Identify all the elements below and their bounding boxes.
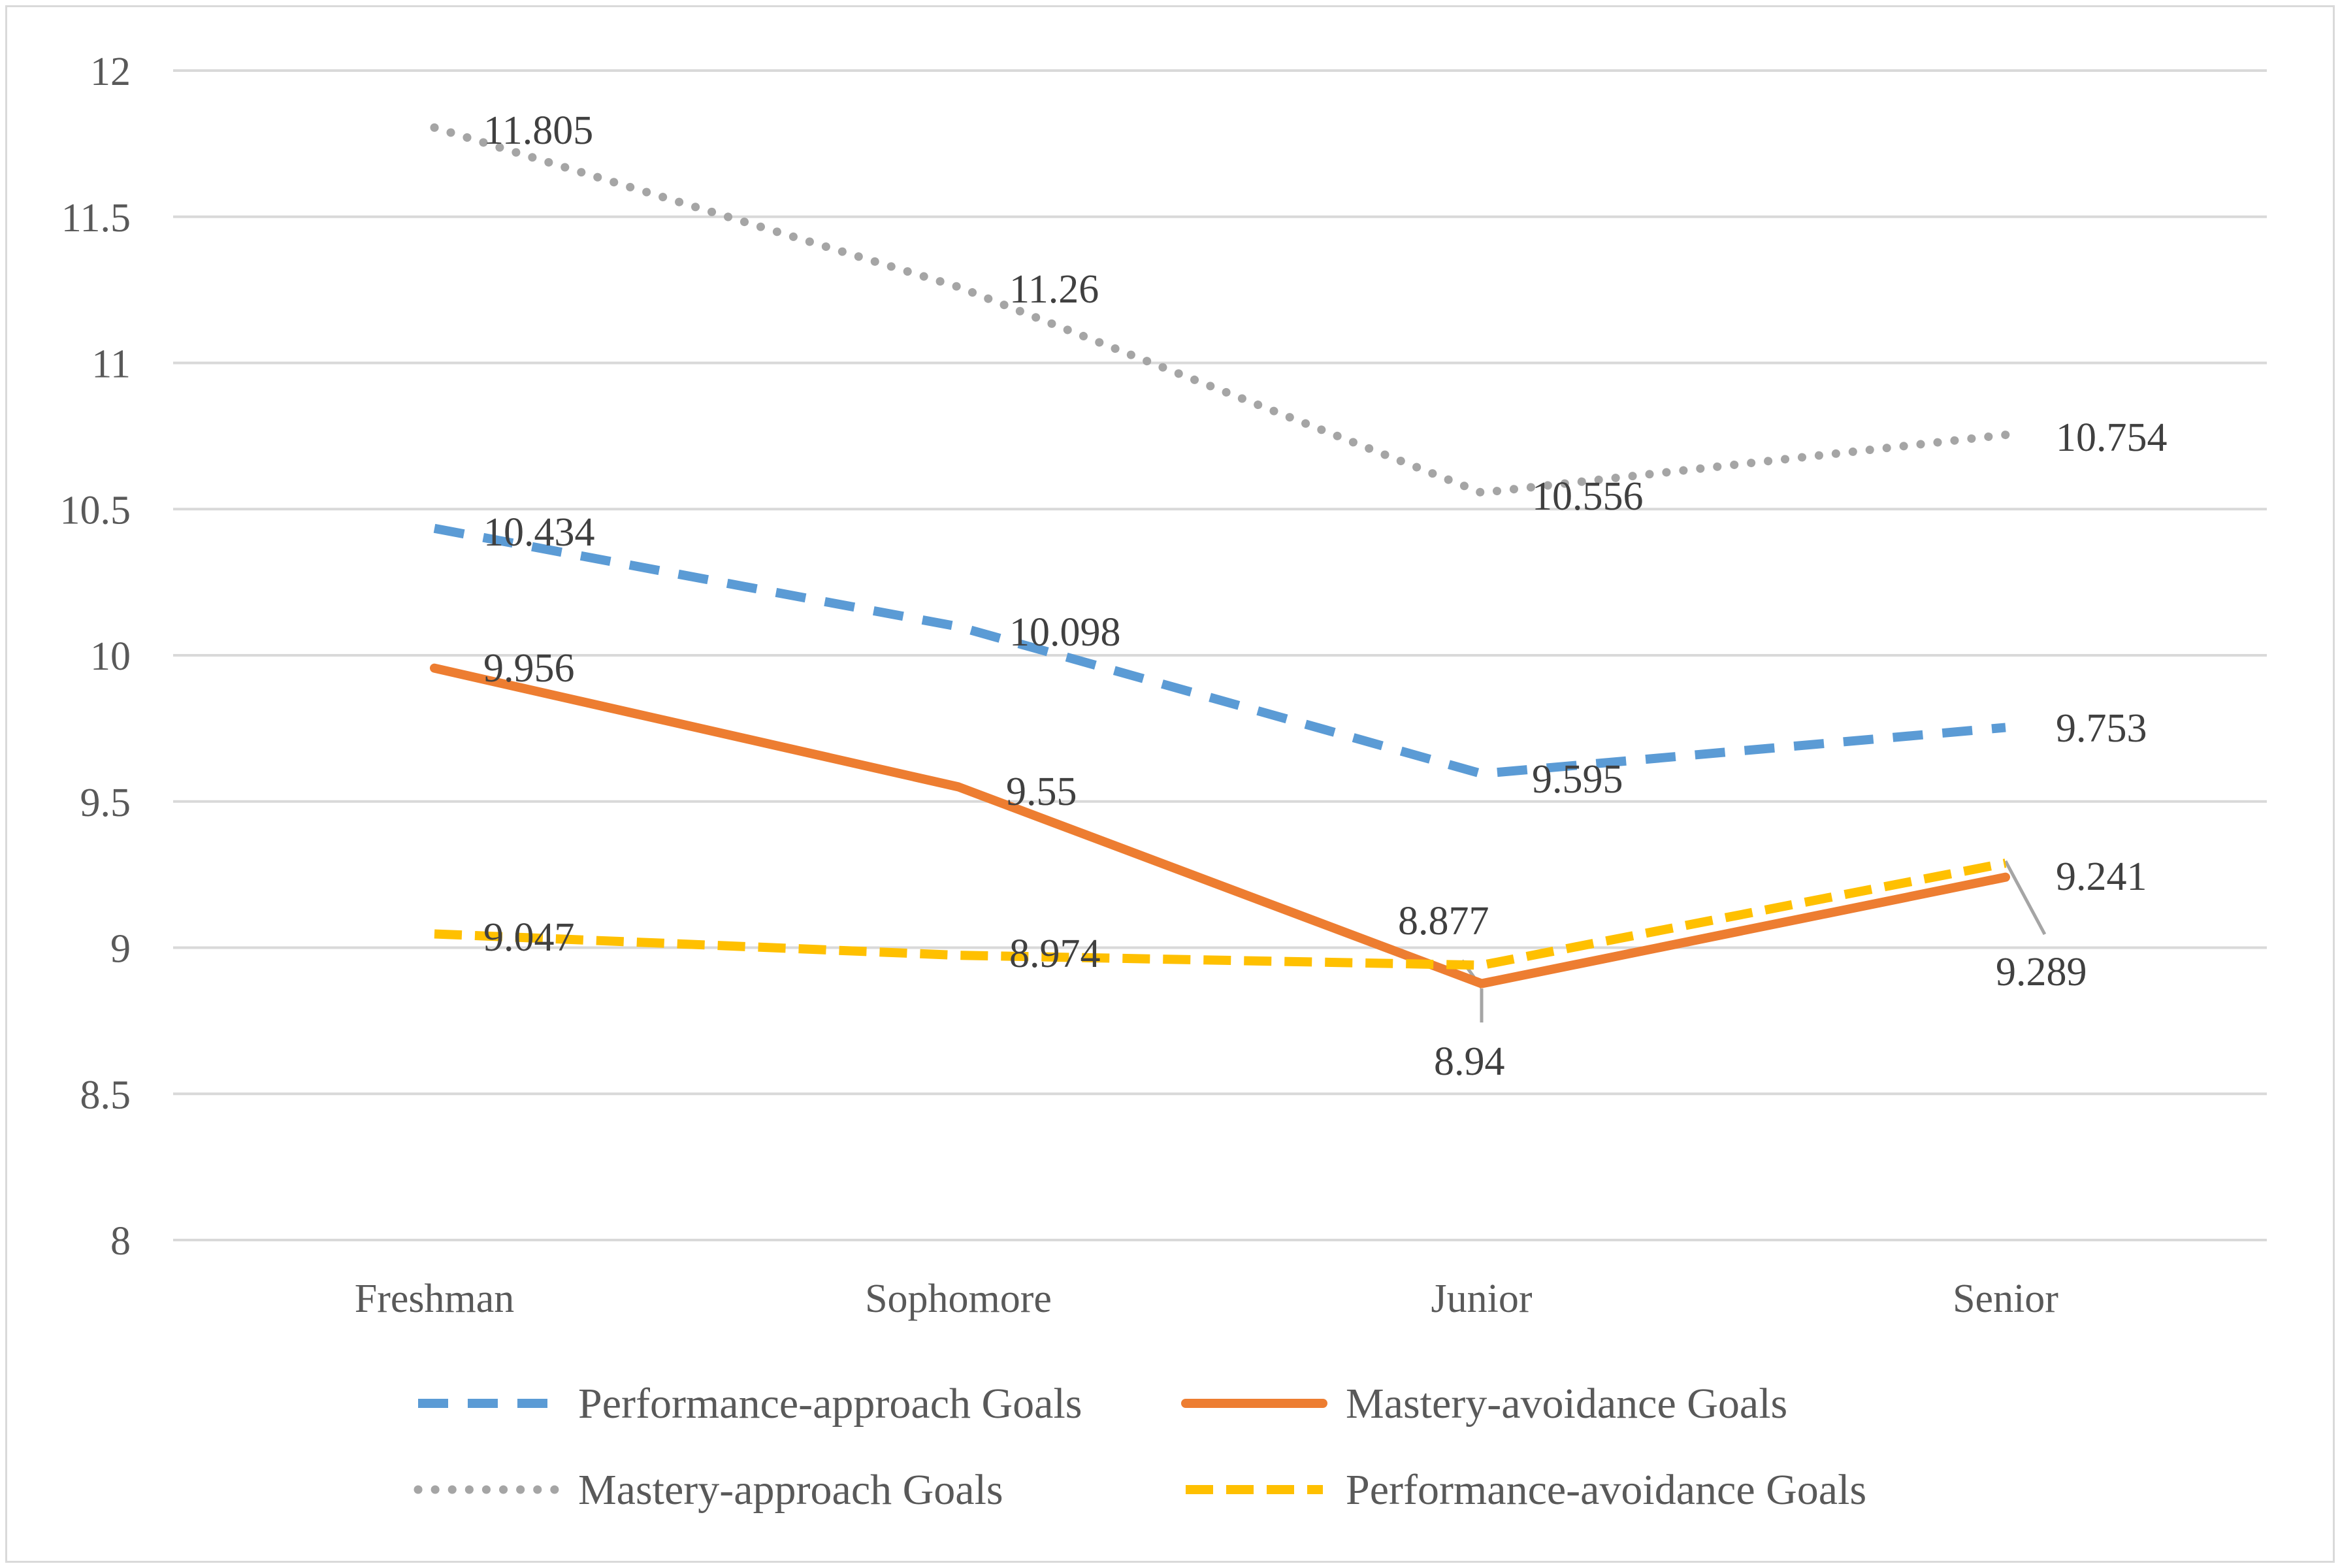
data-label-mastery-approach-goals-sophomore: 11.26: [1009, 267, 1099, 312]
data-label-mastery-avoidance-goals-freshman: 9.956: [483, 646, 575, 691]
data-label-mastery-approach-goals-junior: 10.556: [1532, 474, 1644, 519]
data-label-mastery-avoidance-goals-sophomore: 9.55: [1006, 770, 1077, 814]
legend-item-mastery-approach-goals: Mastery-approach Goals: [414, 1466, 1003, 1514]
y-tick-label: 8: [110, 1219, 131, 1264]
x-tick-label-freshman: Freshman: [355, 1277, 515, 1321]
leader-line-performance-avoidance-goals-3: [2004, 860, 2047, 936]
legend-label-performance-avoidance-goals: Performance-avoidance Goals: [1346, 1466, 1866, 1514]
y-tick-label: 11.5: [61, 196, 131, 240]
legend-item-performance-avoidance-goals: Performance-avoidance Goals: [1186, 1466, 1866, 1514]
legend-label-mastery-avoidance-goals: Mastery-avoidance Goals: [1346, 1380, 1787, 1428]
y-tick-label: 10: [90, 634, 131, 679]
series-lines: [430, 123, 2010, 988]
data-label-performance-approach-goals-junior: 9.595: [1532, 757, 1623, 802]
data-label-performance-avoidance-goals-sophomore: 8.974: [1009, 932, 1101, 976]
legend-item-mastery-avoidance-goals: Mastery-avoidance Goals: [1181, 1380, 1787, 1428]
data-label-performance-approach-goals-sophomore: 10.098: [1009, 610, 1121, 655]
y-tick-label: 9: [110, 927, 131, 972]
x-tick-label-sophomore: Sophomore: [865, 1277, 1052, 1321]
data-label-performance-avoidance-goals-junior: 8.94: [1434, 1039, 1505, 1084]
y-tick-label: 9.5: [80, 781, 131, 825]
data-label-mastery-approach-goals-senior: 10.754: [2056, 416, 2168, 460]
legend-label-mastery-approach-goals: Mastery-approach Goals: [578, 1466, 1003, 1514]
x-tick-label-junior: Junior: [1431, 1277, 1533, 1321]
y-tick-label: 10.5: [60, 488, 131, 532]
data-label-performance-approach-goals-senior: 9.753: [2056, 706, 2147, 751]
chart-frame: [5, 5, 2335, 1563]
gridlines: [173, 69, 2267, 1241]
series-line-performance-approach-goals: [433, 523, 2006, 779]
legend-item-performance-approach-goals: Performance-approach Goals: [418, 1380, 1082, 1428]
y-tick-label: 12: [90, 50, 131, 94]
data-label-performance-avoidance-goals-freshman: 9.047: [483, 915, 575, 960]
y-axis-tick-labels: 8 8.5 9 9.5 10 10.5 11 11.5 12: [60, 50, 131, 1264]
series-line-performance-avoidance-goals: [434, 858, 2007, 970]
data-label-performance-approach-goals-freshman: 10.434: [483, 510, 595, 555]
series-line-mastery-avoidance-goals: [430, 663, 2010, 988]
legend: Performance-approach Goals Mastery-avoida…: [414, 1380, 1866, 1514]
data-labels: 10.434 10.098 9.595 9.753 9.956 9.55 8.877 9.24…: [483, 108, 2168, 1084]
x-tick-label-senior: Senior: [1953, 1277, 2058, 1321]
y-tick-label: 8.5: [80, 1073, 131, 1117]
data-label-performance-avoidance-goals-senior: 9.289: [1996, 950, 2087, 994]
x-axis-tick-labels: Freshman Sophomore Junior Senior: [355, 1277, 2059, 1321]
data-label-mastery-approach-goals-freshman: 11.805: [483, 108, 593, 153]
data-label-mastery-avoidance-goals-junior: 8.877: [1398, 899, 1489, 943]
legend-label-performance-approach-goals: Performance-approach Goals: [578, 1380, 1082, 1428]
series-line-mastery-approach-goals: [430, 123, 2010, 497]
y-tick-label: 11: [91, 342, 131, 387]
data-label-mastery-avoidance-goals-senior: 9.241: [2056, 855, 2147, 899]
